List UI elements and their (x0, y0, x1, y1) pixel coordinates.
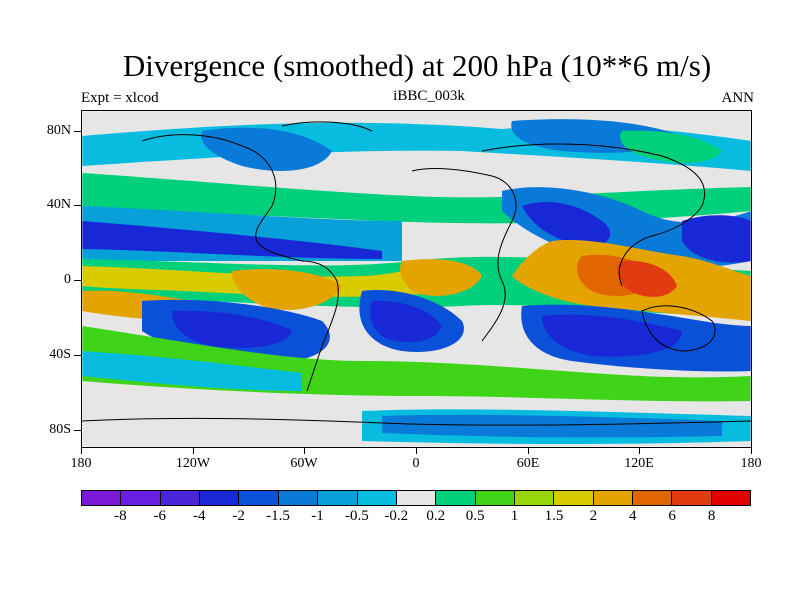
colorbar-swatch (633, 491, 673, 505)
x-label-120w: 120W (175, 456, 211, 471)
colorbar-swatch (436, 491, 476, 505)
colorbar-label: 2 (589, 508, 598, 524)
colorbar-swatch (82, 491, 122, 505)
colorbar-swatch (121, 491, 161, 505)
experiment-label: Expt = xlcod (81, 90, 159, 106)
x-tick (751, 448, 752, 454)
y-label-40s: 40S (49, 347, 71, 362)
map-canvas (82, 111, 751, 447)
x-label-0: 0 (412, 456, 420, 471)
colorbar-label: -1.5 (266, 508, 290, 524)
coastlines (82, 121, 751, 426)
colorbar-swatch (475, 491, 515, 505)
colorbar-label: -1 (311, 508, 324, 524)
colorbar-label: -8 (114, 508, 127, 524)
colorbar-label: 1 (510, 508, 519, 524)
x-tick (193, 448, 194, 454)
x-label-120e: 120E (624, 456, 654, 471)
y-tick (74, 355, 81, 356)
antarctica-coastline (82, 417, 751, 426)
colorbar-swatch (200, 491, 240, 505)
colorbar (81, 490, 751, 506)
colorbar-label: -6 (153, 508, 167, 524)
colorbar-label: -2 (232, 508, 245, 524)
colorbar-swatch (278, 491, 319, 505)
case-label: iBBC_003k (393, 88, 465, 104)
divergence-map (81, 110, 752, 448)
x-label-180e: 180 (740, 456, 762, 471)
y-label-80n: 80N (46, 123, 71, 138)
colorbar-label: 8 (707, 508, 716, 524)
colorbar-swatch (593, 491, 634, 505)
y-label-80s: 80S (49, 422, 71, 437)
colorbar-swatch (672, 491, 712, 505)
colorbar-swatch (396, 491, 437, 505)
x-label-60e: 60E (516, 456, 540, 471)
colorbar-label: -0.2 (384, 508, 409, 524)
colorbar-swatch (160, 491, 201, 505)
australia-coastline (641, 305, 716, 352)
colorbar-swatch (239, 491, 279, 505)
colorbar-label: -0.5 (345, 508, 369, 524)
x-label-180w: 180 (70, 456, 92, 471)
greenland-coastline (281, 121, 373, 132)
colorbar-label: 0.2 (426, 508, 446, 524)
colorbar-swatch (318, 491, 358, 505)
colorbar-swatch (554, 491, 594, 505)
x-label-60w: 60W (290, 456, 318, 471)
x-tick (304, 448, 305, 454)
y-tick (74, 430, 81, 431)
x-tick (416, 448, 417, 454)
x-tick (639, 448, 640, 454)
colorbar-label: -4 (192, 508, 206, 524)
colorbar-label: 4 (629, 508, 637, 524)
x-tick (528, 448, 529, 454)
colorbar-swatch (711, 491, 751, 505)
x-tick (81, 448, 82, 454)
eurasia-coastline (481, 143, 706, 287)
divergence-field (82, 119, 751, 445)
americas-coastline (141, 134, 339, 392)
colorbar-swatch (514, 491, 555, 505)
season-label: ANN (721, 90, 755, 106)
y-tick (74, 205, 81, 206)
y-tick (74, 131, 81, 132)
y-tick (74, 280, 81, 281)
y-label-0: 0 (64, 272, 71, 287)
colorbar-label: 6 (668, 508, 676, 524)
colorbar-label: 1.5 (544, 508, 564, 524)
map-title: Divergence (smoothed) at 200 hPa (10**6 … (122, 48, 712, 83)
africa-coastline (411, 168, 517, 342)
colorbar-swatch (357, 491, 397, 505)
y-label-40n: 40N (46, 197, 71, 212)
colorbar-label: 0.5 (465, 508, 485, 524)
